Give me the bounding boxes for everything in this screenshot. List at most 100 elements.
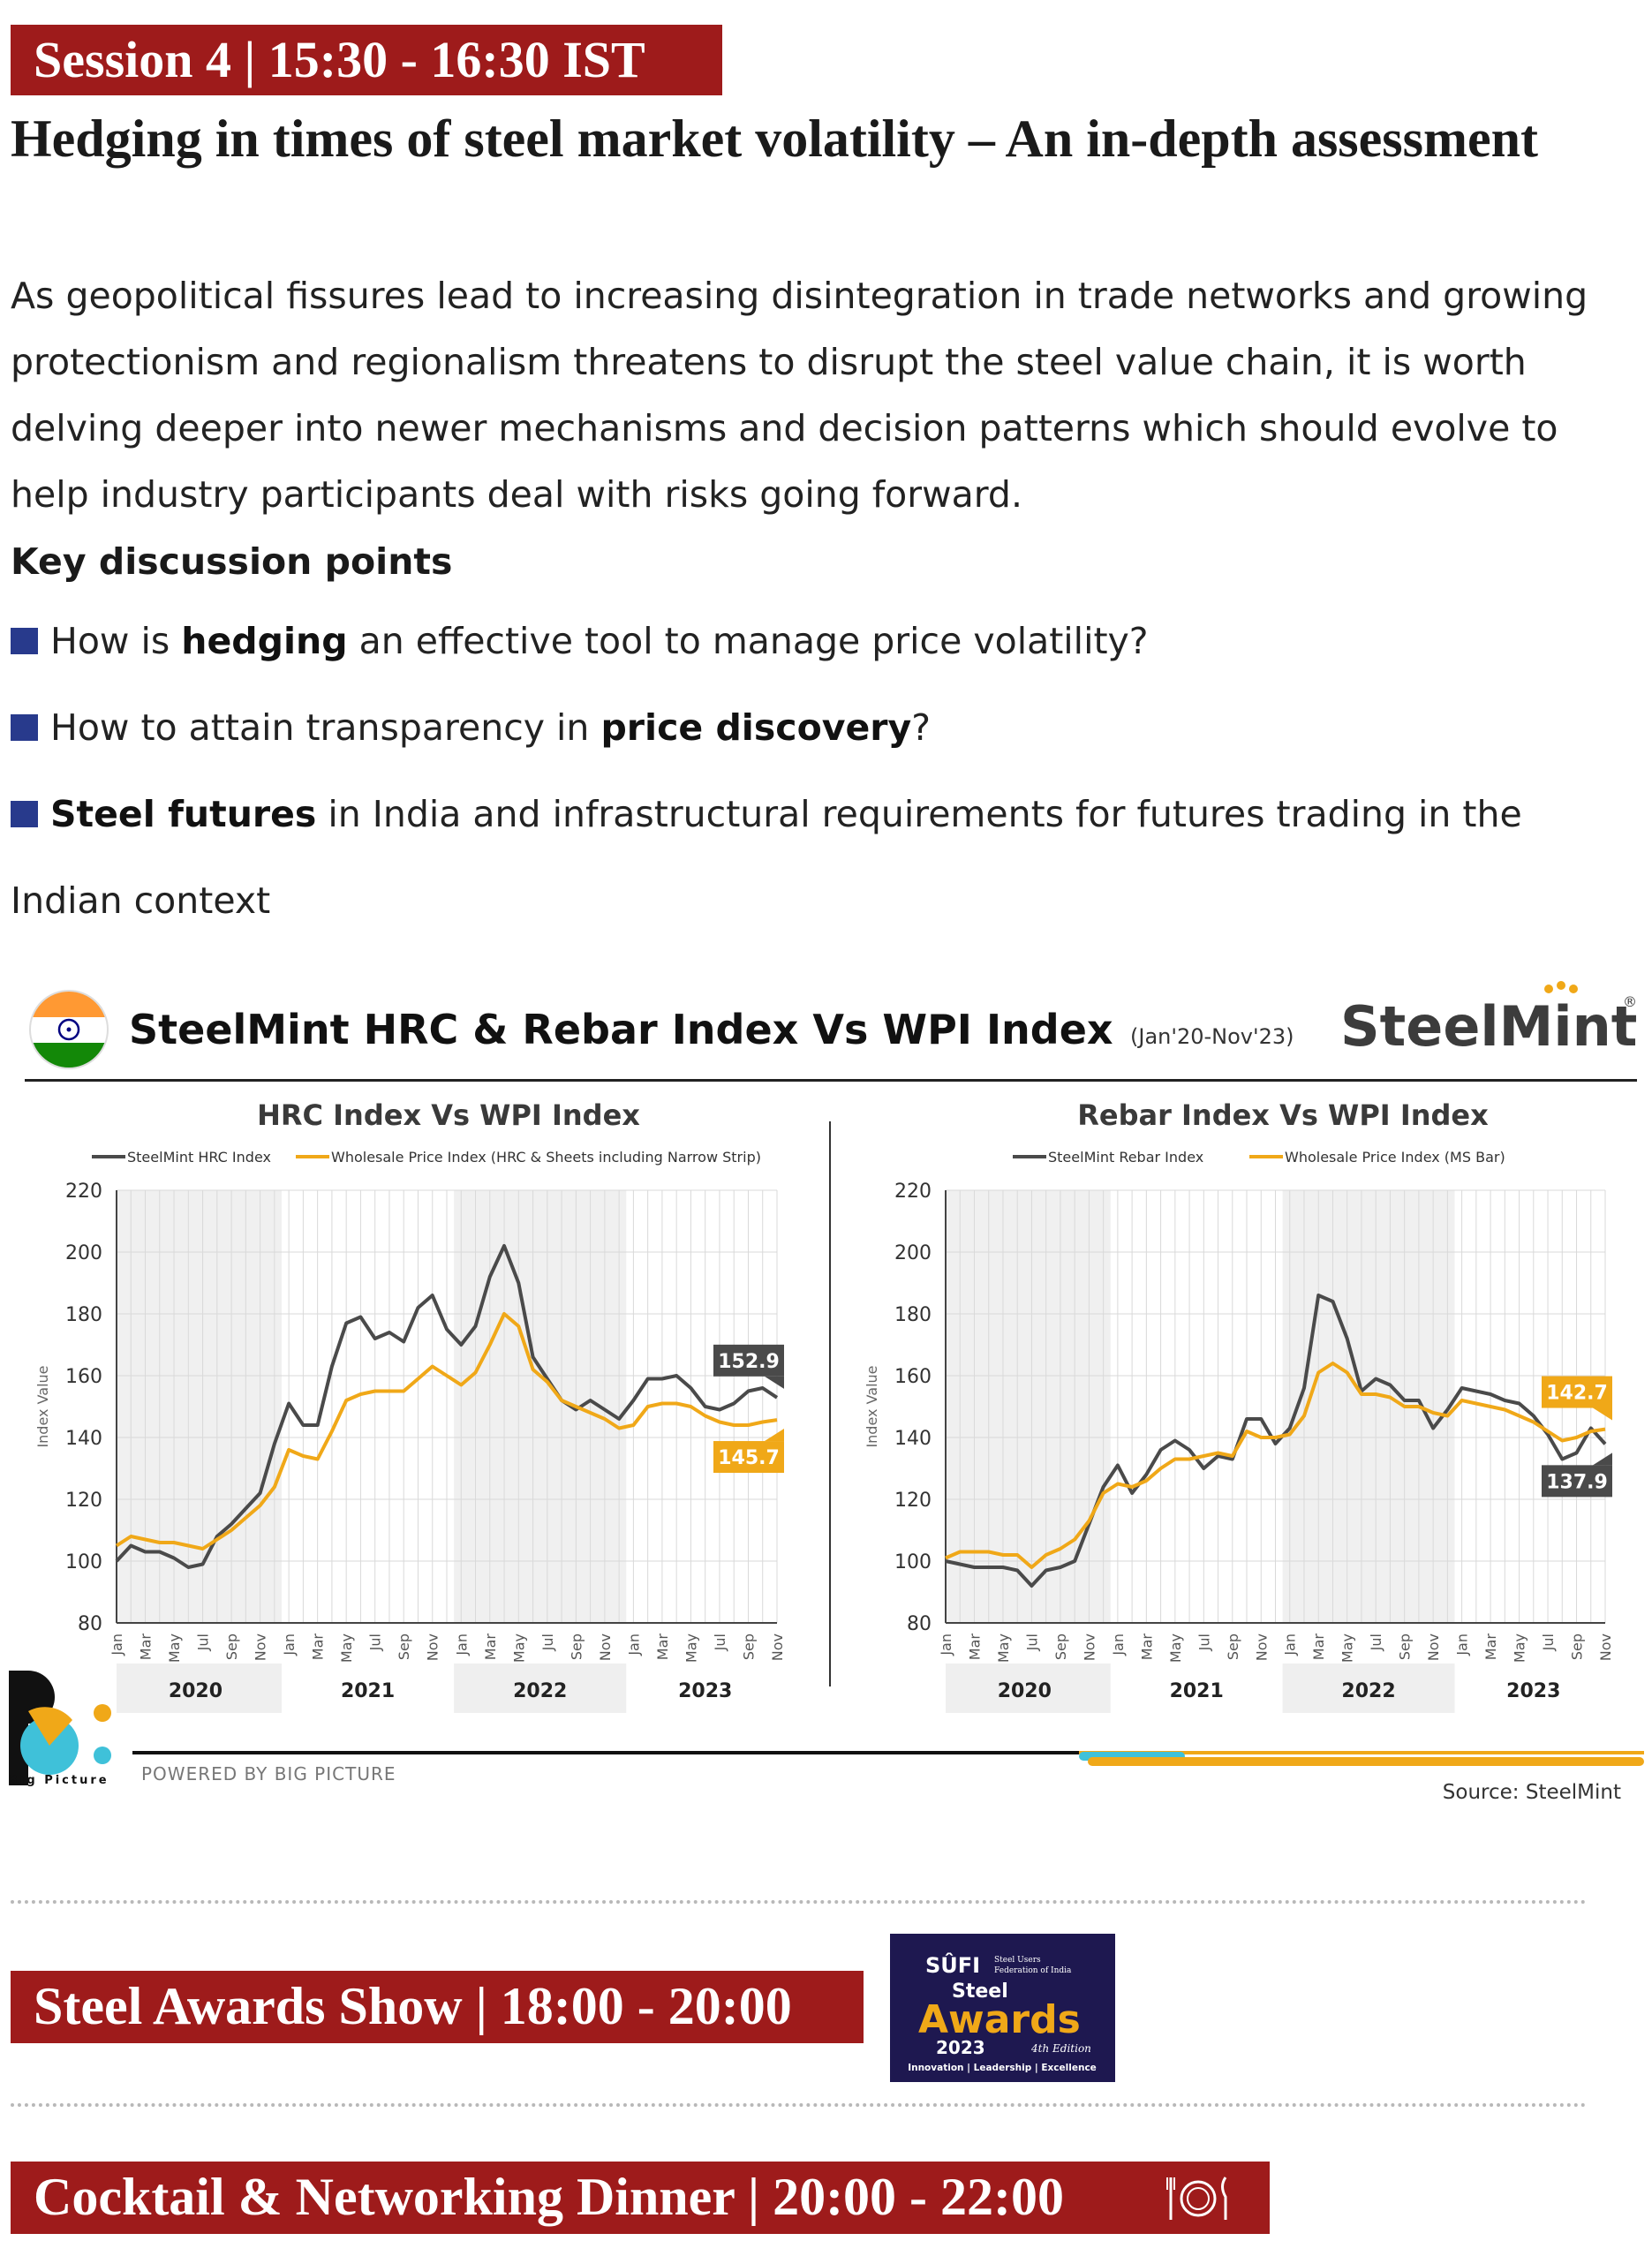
- y-tick-label: 80: [907, 1613, 932, 1635]
- y-axis-label: Index Value: [864, 1365, 880, 1447]
- awards-steel-word: Steel: [952, 1981, 1008, 2003]
- x-tick-label: Nov: [1253, 1634, 1270, 1661]
- bullet-square-icon: [11, 801, 38, 827]
- chart-title: Rebar Index Vs WPI Index: [1077, 1098, 1489, 1132]
- source-note: Source: SteelMint: [1443, 1781, 1621, 1804]
- awards-edition: 4th Edition: [1030, 2042, 1091, 2055]
- x-tick-label: May: [338, 1634, 355, 1663]
- value-callout-tip: [765, 1429, 784, 1442]
- x-tick-label: Mar: [310, 1634, 327, 1661]
- x-tick-label: Jul: [1196, 1634, 1212, 1651]
- section-divider: [11, 2103, 1587, 2107]
- y-tick-label: 160: [894, 1366, 932, 1388]
- x-tick-label: Jan: [281, 1634, 298, 1656]
- x-tick-label: Mar: [138, 1634, 155, 1661]
- value-callout-label: 142.7: [1546, 1383, 1608, 1405]
- awards-show-banner: Steel Awards Show | 18:00 - 20:00: [11, 1971, 864, 2043]
- dinner-plate-icon: [1166, 2177, 1227, 2220]
- x-tick-label: Sep: [1225, 1634, 1241, 1660]
- session-title: Hedging in times of steel market volatil…: [11, 109, 1538, 168]
- infographic-period: (Jan'20-Nov'23): [1130, 1024, 1294, 1049]
- x-tick-label: Jan: [453, 1634, 470, 1656]
- x-tick-label: Nov: [1425, 1634, 1442, 1661]
- steelmint-series-line: [115, 1244, 779, 1569]
- x-tick-label: May: [166, 1634, 183, 1663]
- value-callout-label: 152.9: [718, 1351, 780, 1373]
- header-rule: [25, 1079, 1637, 1082]
- y-tick-label: 120: [894, 1490, 932, 1512]
- year-label: 2021: [341, 1680, 395, 1702]
- y-tick-label: 200: [894, 1242, 932, 1264]
- year-label: 2020: [169, 1680, 223, 1702]
- powered-by: POWERED BY BIG PICTURE: [141, 1763, 396, 1784]
- y-tick-label: 180: [894, 1304, 932, 1326]
- x-tick-label: Sep: [568, 1634, 585, 1660]
- value-callout-tip: [1593, 1407, 1612, 1421]
- x-tick-label: Sep: [223, 1634, 240, 1660]
- x-tick-label: May: [1512, 1634, 1528, 1663]
- footer-rule-orange: [1079, 1751, 1644, 1754]
- y-tick-label: 100: [894, 1551, 932, 1573]
- infographic-title: SteelMint HRC & Rebar Index Vs WPI Index: [129, 1006, 1113, 1053]
- x-tick-label: Jul: [367, 1634, 384, 1651]
- year-band: [1282, 1190, 1455, 1623]
- value-callout-box: [1542, 1465, 1612, 1498]
- x-tick-label: Jul: [1023, 1634, 1040, 1651]
- india-flag-icon: [29, 990, 109, 1069]
- x-tick-label: Jan: [1110, 1634, 1127, 1656]
- discussion-point: Steel futures in India and infrastructur…: [11, 793, 1522, 922]
- x-tick-label: Mar: [966, 1634, 983, 1661]
- x-tick-label: Jul: [1368, 1634, 1384, 1651]
- big-picture-logo-icon: [9, 1671, 111, 1785]
- footer-rule-dark: [132, 1751, 1079, 1754]
- steel-awards-logo: SÛFI Steel Users Federation of India Ste…: [890, 1934, 1115, 2082]
- steelmint-series-line: [945, 1294, 1607, 1588]
- legend-label: Wholesale Price Index (MS Bar): [1285, 1149, 1505, 1166]
- x-tick-label: May: [510, 1634, 527, 1663]
- year-label: 2022: [513, 1680, 567, 1702]
- legend-label: SteelMint HRC Index: [127, 1149, 271, 1166]
- registered-mark: ®: [1623, 993, 1637, 1010]
- x-tick-label: Mar: [654, 1634, 671, 1661]
- year-band-label-bg: [454, 1664, 627, 1713]
- x-tick-label: Jul: [712, 1634, 728, 1651]
- y-tick-label: 180: [65, 1304, 102, 1326]
- x-tick-label: Nov: [1081, 1634, 1098, 1661]
- steel-index-infographic: SteelMint HRC & Rebar Index Vs WPI Index…: [9, 981, 1644, 1804]
- sufi-org-line2: Federation of India: [994, 1966, 1072, 1975]
- x-tick-label: Jan: [938, 1634, 954, 1656]
- year-label: 2022: [1341, 1680, 1395, 1702]
- awards-word: Awards: [918, 1997, 1081, 2042]
- bullet-square-icon: [11, 714, 38, 741]
- x-tick-label: Mar: [1138, 1634, 1155, 1661]
- discussion-point: How to attain transparency in price disc…: [11, 684, 1644, 771]
- year-label: 2021: [1170, 1680, 1224, 1702]
- y-tick-label: 160: [65, 1366, 102, 1388]
- x-tick-label: Sep: [1569, 1634, 1586, 1660]
- bullet-square-icon: [11, 628, 38, 654]
- wpi-series-line: [945, 1362, 1606, 1569]
- y-tick-label: 120: [65, 1490, 102, 1512]
- x-tick-label: Sep: [740, 1634, 757, 1660]
- x-tick-label: May: [1167, 1634, 1184, 1663]
- x-tick-label: Jul: [539, 1634, 556, 1651]
- x-tick-label: Jul: [195, 1634, 212, 1651]
- session-4-banner: Session 4 | 15:30 - 16:30 IST: [11, 25, 722, 95]
- value-callout-label: 145.7: [718, 1447, 780, 1469]
- y-axis-label: Index Value: [34, 1365, 51, 1447]
- value-callout-box: [713, 1441, 784, 1474]
- x-tick-label: Jan: [109, 1634, 125, 1656]
- y-tick-label: 220: [894, 1181, 932, 1203]
- y-tick-label: 80: [78, 1613, 102, 1635]
- x-tick-label: Mar: [482, 1634, 499, 1661]
- x-tick-label: Jan: [1454, 1634, 1471, 1656]
- x-tick-label: Sep: [1052, 1634, 1069, 1660]
- footer-rule-bar: [1088, 1757, 1644, 1766]
- x-tick-label: May: [1339, 1634, 1356, 1663]
- wpi-series-line: [115, 1312, 778, 1551]
- awards-tagline: Innovation | Leadership | Excellence: [908, 2063, 1097, 2073]
- x-tick-label: May: [995, 1634, 1012, 1663]
- discussion-point: How is hedging an effective tool to mana…: [11, 598, 1644, 684]
- y-tick-label: 220: [65, 1181, 102, 1203]
- steelmint-logo-dots-icon: [1544, 981, 1578, 993]
